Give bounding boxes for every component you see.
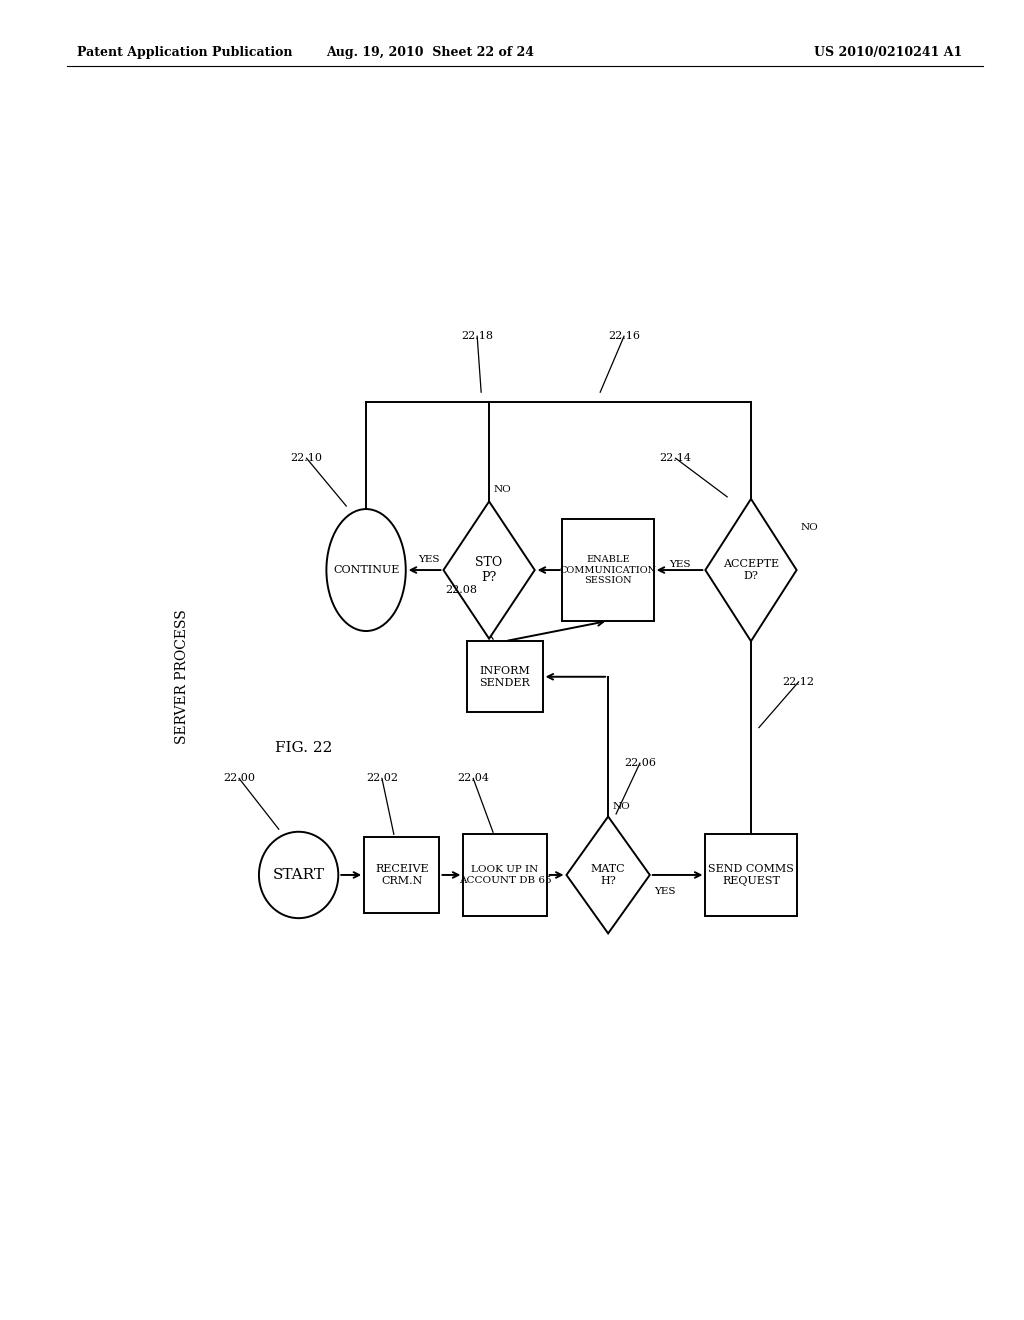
Text: 22.08: 22.08 [445, 585, 477, 595]
Text: ACCEPTE
D?: ACCEPTE D? [723, 560, 779, 581]
Text: SERVER PROCESS: SERVER PROCESS [175, 610, 189, 744]
Text: YES: YES [418, 556, 439, 565]
Polygon shape [706, 499, 797, 642]
Text: MATC
H?: MATC H? [591, 865, 626, 886]
Text: 22.10: 22.10 [291, 453, 323, 463]
Polygon shape [566, 817, 650, 933]
Text: NO: NO [613, 801, 631, 810]
Bar [463, 834, 547, 916]
Bar [467, 642, 543, 713]
Text: US 2010/0210241 A1: US 2010/0210241 A1 [814, 46, 963, 59]
Ellipse shape [259, 832, 338, 919]
Text: NO: NO [801, 523, 818, 532]
Bar [562, 519, 653, 620]
Text: 22.12: 22.12 [782, 677, 815, 686]
Text: 22.14: 22.14 [659, 453, 691, 463]
Text: 22.18: 22.18 [461, 331, 494, 342]
Text: INFORM
SENDER: INFORM SENDER [479, 667, 530, 688]
Polygon shape [443, 502, 535, 639]
Text: LOOK UP IN
ACCOUNT DB 65: LOOK UP IN ACCOUNT DB 65 [459, 866, 551, 884]
Text: START: START [272, 869, 325, 882]
Text: 22.16: 22.16 [608, 331, 640, 342]
Text: SEND COMMS
REQUEST: SEND COMMS REQUEST [708, 865, 794, 886]
Text: Patent Application Publication: Patent Application Publication [77, 46, 292, 59]
Text: 22.00: 22.00 [223, 774, 255, 783]
Text: FIG. 22: FIG. 22 [274, 741, 332, 755]
Text: Aug. 19, 2010  Sheet 22 of 24: Aug. 19, 2010 Sheet 22 of 24 [326, 46, 535, 59]
Text: YES: YES [670, 561, 691, 569]
Bar [365, 837, 439, 913]
Bar [706, 834, 797, 916]
Text: STO
P?: STO P? [475, 556, 503, 583]
Ellipse shape [327, 510, 406, 631]
Text: NO: NO [494, 484, 512, 494]
Text: YES: YES [653, 887, 675, 896]
Text: 22.04: 22.04 [457, 774, 489, 783]
Text: RECEIVE
CRM.N: RECEIVE CRM.N [375, 865, 429, 886]
Text: 22.06: 22.06 [624, 758, 656, 768]
Text: CONTINUE: CONTINUE [333, 565, 399, 576]
Text: ENABLE
COMMUNICATION
SESSION: ENABLE COMMUNICATION SESSION [559, 556, 656, 585]
Text: 22.02: 22.02 [366, 774, 398, 783]
